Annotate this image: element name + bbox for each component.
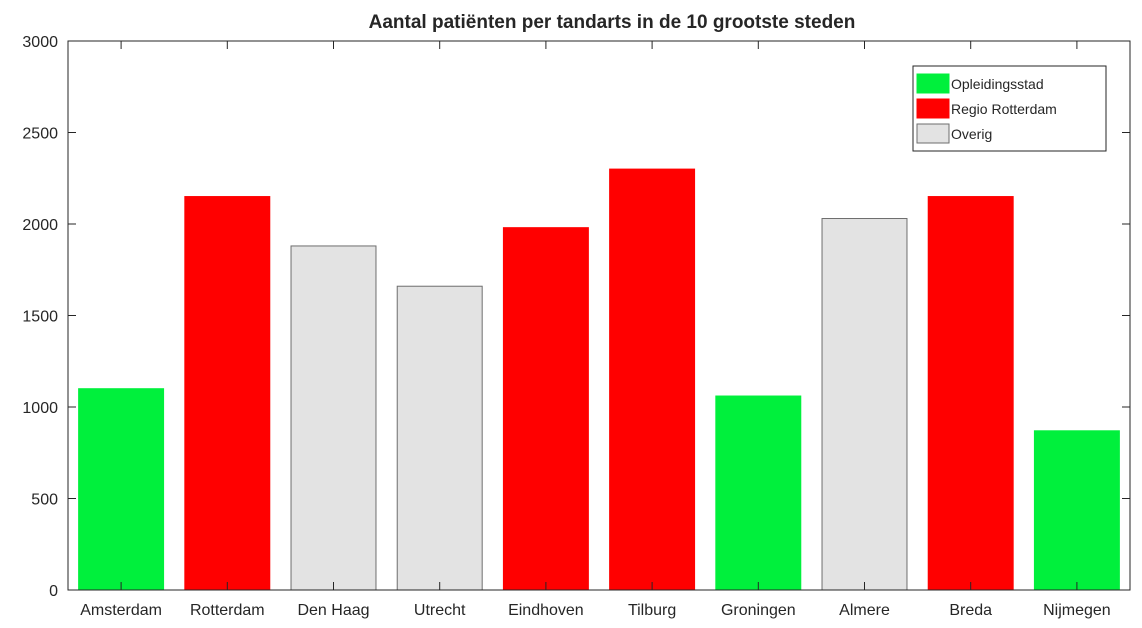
legend-swatch [916,123,950,144]
x-tick-label: Tilburg [628,602,676,619]
legend-label: Overig [951,126,992,142]
bar-breda [927,196,1014,591]
bar-almere [821,218,908,591]
legend: Opleidingsstad Regio Rotterdam Overig [912,65,1107,152]
x-tick-label: Breda [949,602,992,619]
y-tick-label: 0 [49,583,58,600]
x-tick-label: Rotterdam [190,602,265,619]
bar-amsterdam [78,388,165,591]
y-tick-label: 3000 [22,34,58,51]
legend-swatch [916,73,950,94]
bar-nijmegen [1033,430,1120,591]
bar-eindhoven [502,227,589,591]
y-tick-label: 2000 [22,217,58,234]
x-tick-label: Utrecht [414,602,466,619]
y-tick-label: 1500 [22,309,58,326]
legend-label: Opleidingsstad [951,76,1044,92]
x-tick-label: Nijmegen [1043,602,1111,619]
x-tick-label: Amsterdam [80,602,162,619]
bar-rotterdam [184,196,271,591]
bar-groningen [715,395,802,591]
x-tick-label: Groningen [721,602,796,619]
bars-group [78,168,1120,591]
x-tick-label: Eindhoven [508,602,584,619]
bar-den-haag [290,245,377,591]
ticks-group: 0 500 1000 1500 2000 2500 3000 Amsterdam Rotterd… [22,34,1130,619]
chart-title: Aantal patiënten per tandarts in de 10 g… [369,12,856,33]
y-tick-label: 2500 [22,126,58,143]
bar-utrecht [396,285,483,591]
x-tick-label: Den Haag [297,602,369,619]
y-tick-label: 500 [31,492,58,509]
bar-tilburg [609,168,696,591]
x-tick-label: Almere [839,602,890,619]
y-tick-label: 1000 [22,400,58,417]
legend-swatch [916,98,950,119]
legend-label: Regio Rotterdam [951,101,1057,117]
